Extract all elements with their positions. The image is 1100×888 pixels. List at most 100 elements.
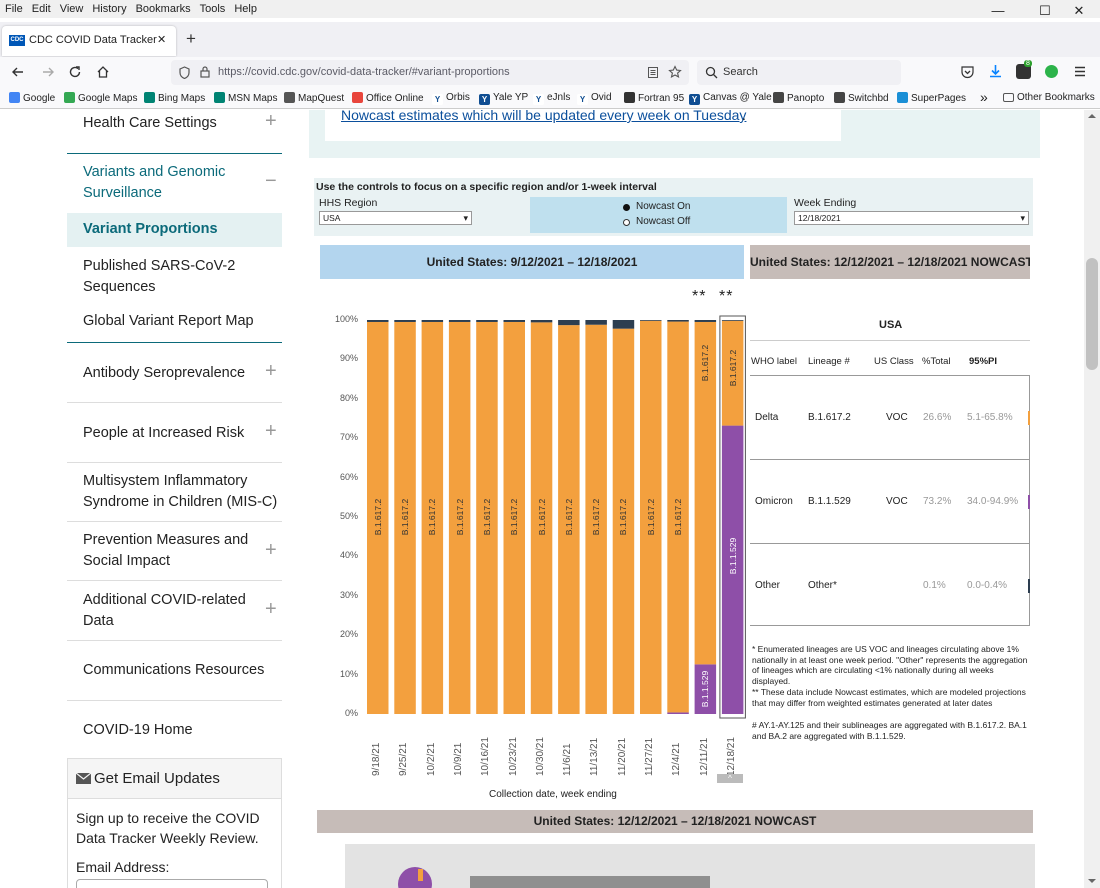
shield-icon[interactable] [178, 66, 191, 79]
expand-plus-icon[interactable]: + [265, 598, 277, 620]
bar-segment[interactable] [448, 320, 471, 322]
bar-segment[interactable] [585, 320, 607, 325]
bar-segment[interactable] [721, 425, 744, 714]
tab-cdc-covid[interactable]: CDC CDC COVID Data Tracker ✕ [2, 26, 176, 56]
menu-file[interactable]: File [5, 3, 23, 15]
back-icon[interactable] [11, 65, 25, 79]
bookmark-star-icon[interactable] [668, 65, 682, 79]
download-icon[interactable] [988, 63, 1003, 79]
menu-history[interactable]: History [92, 3, 127, 15]
bookmark-office-online[interactable]: Office Online [352, 92, 424, 104]
bar-segment[interactable] [667, 320, 689, 322]
nowcast-link[interactable]: Nowcast estimates which will be updated … [341, 110, 747, 123]
page-scrollbar[interactable] [1084, 110, 1100, 888]
bar-segment[interactable] [448, 321, 471, 714]
url-text[interactable]: https://covid.cdc.gov/covid-data-tracker… [218, 66, 510, 78]
forward-icon[interactable] [41, 65, 55, 79]
bar-segment[interactable] [694, 664, 717, 714]
bar-segment[interactable] [530, 322, 553, 714]
other-bookmarks[interactable]: Other Bookmarks [1003, 92, 1095, 103]
expand-plus-icon[interactable]: + [265, 110, 277, 132]
menu-help[interactable]: Help [234, 3, 257, 15]
bar-segment[interactable] [585, 324, 607, 714]
bookmark-yale-yp[interactable]: Y Yale YP [479, 92, 528, 105]
bar-segment[interactable] [421, 321, 444, 714]
pocket-icon[interactable] [960, 65, 975, 79]
bookmark-google[interactable]: Google [9, 92, 55, 104]
scroll-up-icon[interactable] [1087, 112, 1097, 120]
hamburger-menu-icon[interactable] [1074, 66, 1086, 77]
sidebar-item-covid-home[interactable]: COVID-19 Home [83, 722, 193, 738]
expand-plus-icon[interactable]: + [265, 539, 277, 561]
week-ending-select[interactable]: 12/18/2021 [794, 211, 1029, 225]
sidebar-item-variant-proportions[interactable]: Variant Proportions [83, 221, 218, 237]
reload-icon[interactable] [68, 65, 82, 79]
bookmark-msn-maps[interactable]: MSN Maps [214, 92, 277, 104]
close-window-button[interactable]: ✕ [1073, 3, 1085, 18]
bookmark-canvas-yale[interactable]: Y Canvas @ Yale [689, 92, 772, 105]
bar-segment[interactable] [367, 320, 389, 322]
bar-segment[interactable] [612, 328, 635, 714]
bookmark-switchbd[interactable]: Switchbd [834, 92, 889, 104]
menu-edit[interactable]: Edit [31, 3, 51, 15]
sidebar-item-variants[interactable]: Variants and Genomic Surveillance [83, 164, 226, 201]
lock-icon[interactable] [199, 65, 211, 79]
bookmark-bing-maps[interactable]: Bing Maps [144, 92, 205, 104]
bar-segment[interactable] [367, 321, 389, 714]
bar-segment[interactable] [421, 320, 444, 322]
home-icon[interactable] [96, 65, 110, 79]
bar-segment[interactable] [721, 320, 744, 426]
bar-segment[interactable] [394, 320, 416, 322]
bookmark-ovid[interactable]: Y Ovid [577, 92, 612, 105]
bar-segment[interactable] [640, 320, 662, 321]
extension-icon[interactable] [1016, 64, 1031, 79]
new-tab-button[interactable]: + [186, 29, 196, 48]
bar-segment[interactable] [476, 321, 498, 714]
sidebar-item-antibody[interactable]: Antibody Seroprevalence [83, 365, 246, 381]
sidebar-item-published-sequences[interactable]: Published SARS-CoV-2 Sequences [83, 258, 236, 295]
reader-view-icon[interactable] [647, 66, 659, 79]
expand-plus-icon[interactable]: + [265, 360, 277, 382]
bar-segment[interactable] [694, 320, 717, 322]
bar-segment[interactable] [612, 320, 635, 329]
radio-unselected-icon[interactable] [623, 219, 630, 226]
sidebar-item-prevention[interactable]: Prevention Measures and Social Impact [83, 532, 249, 569]
bar-segment[interactable] [667, 321, 689, 713]
search-bar[interactable]: Search [697, 60, 901, 85]
minimize-button[interactable]: — [991, 3, 1005, 18]
bar-segment[interactable] [503, 320, 526, 322]
bar-segment[interactable] [476, 320, 498, 322]
bookmark-panopto[interactable]: Panopto [773, 92, 824, 104]
bar-segment[interactable] [558, 325, 580, 714]
bar-segment[interactable] [694, 321, 717, 665]
expand-plus-icon[interactable]: + [265, 420, 277, 442]
nowcast-on-label[interactable]: Nowcast On [636, 201, 691, 212]
bookmark-mapquest[interactable]: MapQuest [284, 92, 344, 104]
url-bar[interactable]: https://covid.cdc.gov/covid-data-tracker… [171, 60, 689, 85]
scrollbar-thumb[interactable] [1086, 258, 1098, 370]
bar-segment[interactable] [640, 320, 662, 714]
bar-segment[interactable] [667, 712, 689, 714]
collapse-minus-icon[interactable]: − [265, 170, 277, 192]
sidebar-item-communications[interactable]: Communications Resources [83, 662, 265, 678]
bookmark-orbis[interactable]: Y Orbis [432, 92, 470, 105]
tab-close-icon[interactable]: ✕ [157, 34, 167, 46]
menu-view[interactable]: View [59, 3, 84, 15]
bar-segment[interactable] [394, 321, 416, 714]
email-field[interactable] [76, 879, 268, 888]
menu-bookmarks[interactable]: Bookmarks [135, 3, 191, 15]
sidebar-item-mis-c[interactable]: Multisystem Inflammatory Syndrome in Chil… [83, 473, 278, 510]
bar-segment[interactable] [721, 320, 744, 321]
bar-segment[interactable] [530, 320, 553, 323]
more-bookmarks-icon[interactable]: » [980, 89, 988, 105]
scroll-caret-button[interactable]: ^ [717, 774, 743, 783]
radio-selected-icon[interactable] [623, 204, 630, 211]
sidebar-item-global-map[interactable]: Global Variant Report Map [83, 313, 254, 329]
extension-green-icon[interactable] [1045, 65, 1058, 78]
nowcast-off-label[interactable]: Nowcast Off [636, 216, 691, 227]
maximize-button[interactable]: ☐ [1039, 3, 1051, 18]
sidebar-item-additional-data[interactable]: Additional COVID-related Data [83, 592, 246, 629]
sidebar-item-increased-risk[interactable]: People at Increased Risk [83, 425, 245, 441]
menu-tools[interactable]: Tools [199, 3, 226, 15]
